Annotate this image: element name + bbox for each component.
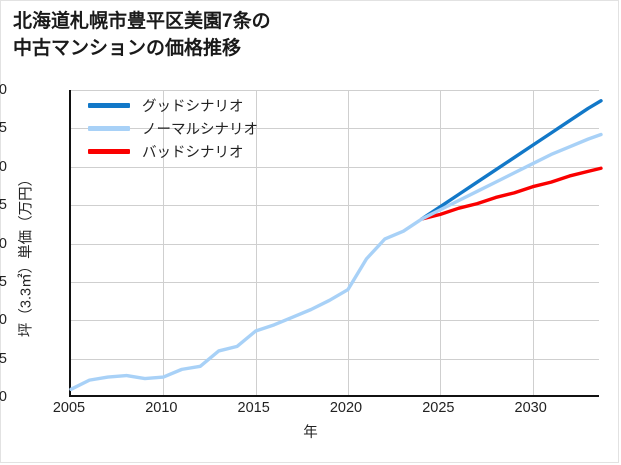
series-line — [69, 132, 603, 392]
gridline-horizontal — [71, 281, 599, 283]
x-tick-label: 2030 — [514, 400, 547, 416]
gridline-vertical — [163, 90, 165, 395]
gridline-horizontal — [71, 166, 599, 168]
y-tick-label: 100 — [0, 312, 7, 329]
legend-color-swatch — [88, 126, 130, 131]
y-tick-label: 150 — [0, 235, 7, 252]
chart-legend: グッドシナリオ ノーマルシナリオ バッドシナリオ — [88, 94, 303, 163]
legend-item-label: バッドシナリオ — [142, 145, 244, 161]
x-tick-label: 2005 — [52, 400, 86, 416]
y-tick-label: 50 — [0, 389, 7, 405]
legend-item[interactable]: ノーマルシナリオ — [88, 117, 303, 140]
gridline-horizontal — [71, 128, 599, 130]
x-axis-label: 年 — [303, 425, 318, 441]
gridline-vertical — [348, 90, 349, 395]
x-tick-label: 2010 — [145, 400, 178, 416]
plot-area — [69, 90, 603, 397]
chart-svg — [69, 99, 603, 392]
gridline-horizontal — [71, 243, 599, 245]
x-tick-label: 2025 — [422, 400, 455, 416]
y-tick-label: 175 — [0, 197, 7, 214]
y-tick-label: 200 — [0, 158, 7, 175]
x-tick-label: 2015 — [237, 400, 270, 416]
gridline-vertical — [532, 90, 534, 395]
page-title: 北海道札幌市豊平区美園7条の 中古マンションの価格推移 — [13, 11, 271, 59]
gridline-vertical — [440, 90, 442, 395]
y-axis-label: 坪（3.3㎡）単価（万円） — [18, 171, 35, 338]
gridline-vertical — [255, 90, 257, 395]
x-tick-label: 2020 — [329, 400, 363, 416]
y-tick-label: 225 — [0, 120, 7, 137]
legend-item[interactable]: グッドシナリオ — [88, 94, 303, 117]
legend-item-label: グッドシナリオ — [142, 99, 244, 115]
y-tick-label: 125 — [0, 273, 7, 290]
legend-color-swatch — [88, 149, 130, 154]
legend-item-label: ノーマルシナリオ — [142, 122, 258, 138]
y-tick-label: 250 — [0, 82, 7, 98]
gridline-horizontal — [71, 90, 599, 91]
series-layer — [69, 90, 603, 397]
gridline-horizontal — [71, 320, 599, 322]
legend-item[interactable]: バッドシナリオ — [88, 140, 303, 163]
legend-color-swatch — [88, 103, 130, 108]
series-line — [420, 99, 603, 221]
series-line — [420, 166, 603, 221]
gridline-horizontal — [71, 205, 599, 207]
y-tick-label: 75 — [0, 350, 7, 367]
gridline-horizontal — [71, 358, 599, 360]
